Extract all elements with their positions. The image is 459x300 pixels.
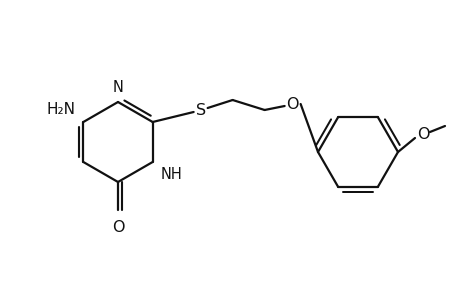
Text: O: O: [416, 127, 428, 142]
Text: N: N: [112, 80, 123, 95]
Text: H₂N: H₂N: [46, 102, 75, 117]
Text: O: O: [112, 220, 124, 235]
Text: O: O: [286, 97, 298, 112]
Text: NH: NH: [160, 167, 182, 182]
Text: S: S: [195, 103, 205, 118]
